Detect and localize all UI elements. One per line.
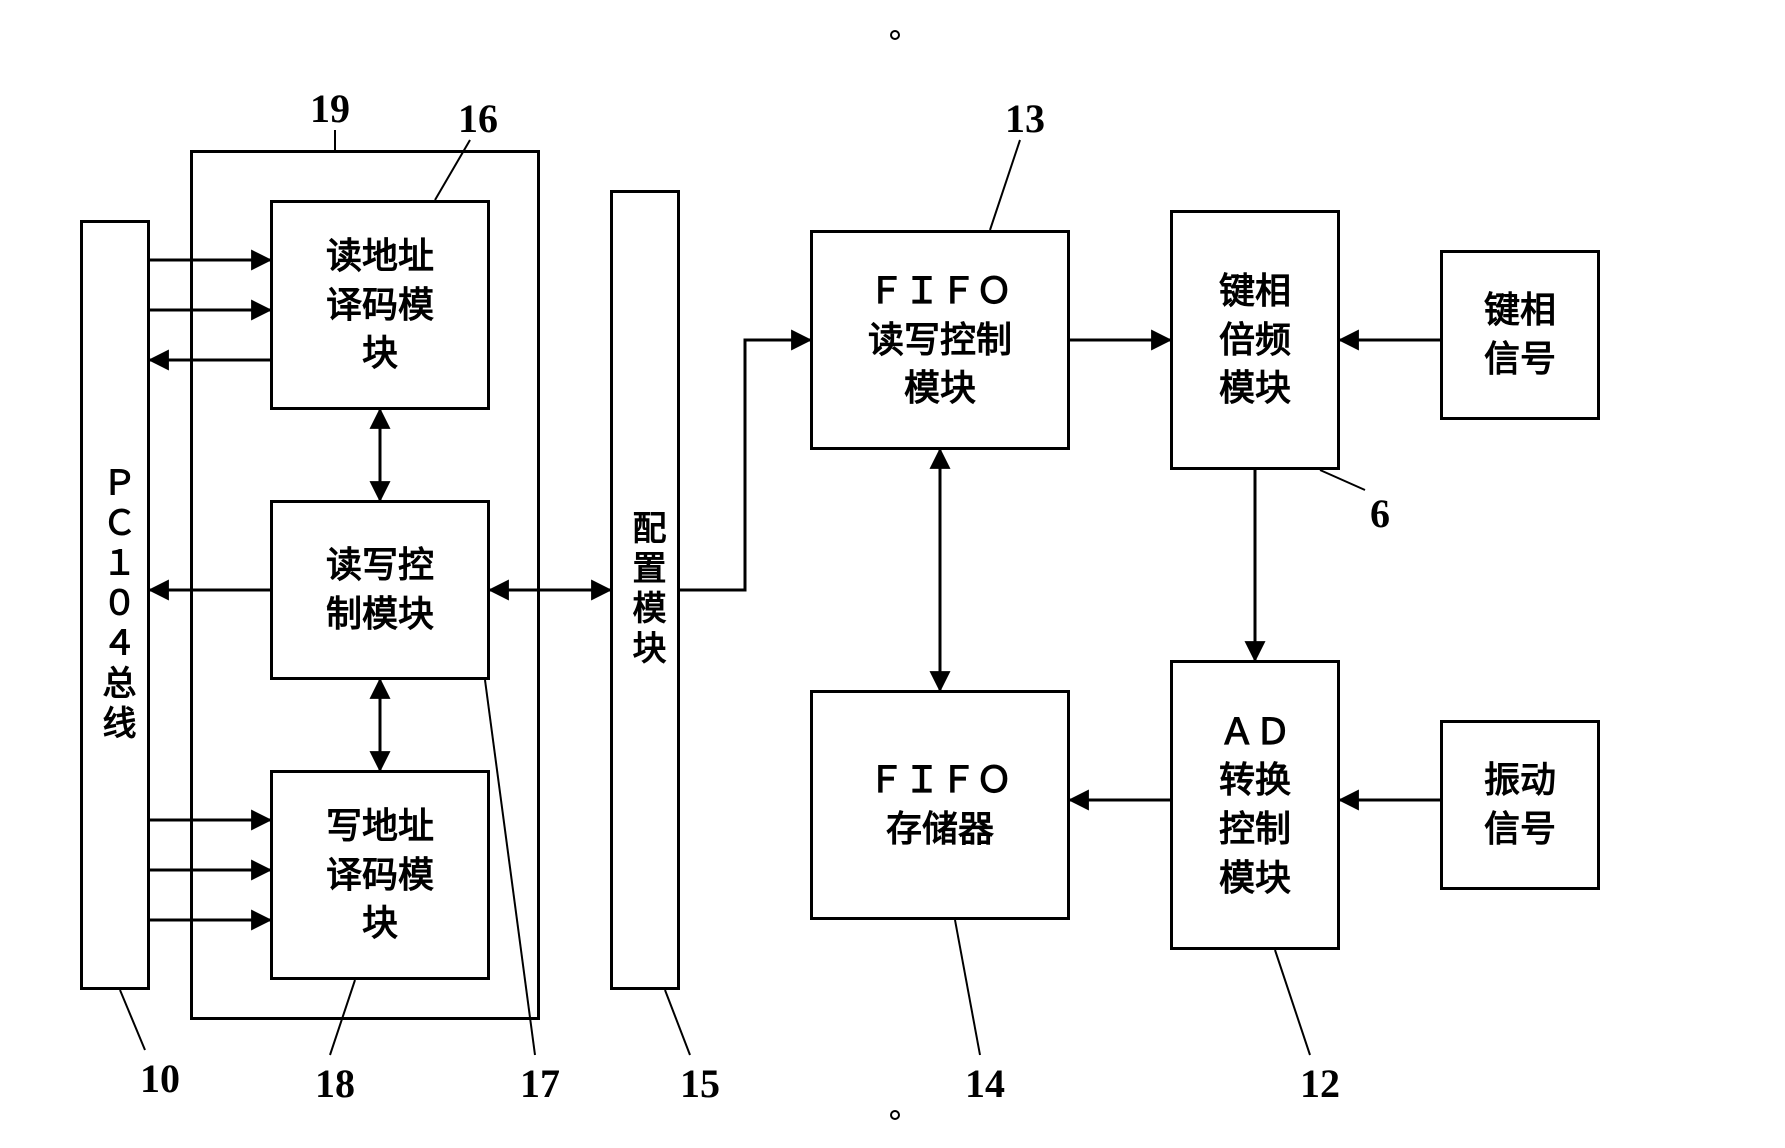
block-pc104-bus: ＰＣ１０４总线: [80, 220, 150, 990]
b-read-label: 读地址译码模块: [326, 232, 434, 378]
block-config-label: 配置模块: [622, 510, 668, 670]
b-keymult-label: 键相倍频模块: [1219, 267, 1291, 413]
label-17: 17: [520, 1060, 560, 1107]
block-key-phase-signal: 键相信号: [1440, 250, 1600, 420]
label-19: 19: [310, 85, 350, 132]
diagram-canvas: ＰＣ１０４总线 读地址译码模块 读写控制模块 写地址译码模块 配置模块 ＦＩＦＯ…: [0, 0, 1785, 1148]
block-fifo-memory: ＦＩＦＯ存储器: [810, 690, 1070, 920]
b-fiforw-label: ＦＩＦＯ读写控制模块: [868, 267, 1012, 413]
label-15: 15: [680, 1060, 720, 1107]
block-read-addr-decode: 读地址译码模块: [270, 200, 490, 410]
block-write-addr-decode: 写地址译码模块: [270, 770, 490, 980]
block-vibration-signal: 振动信号: [1440, 720, 1600, 890]
decorative-dot-top: [890, 30, 900, 40]
label-6: 6: [1370, 490, 1390, 537]
block-ad-conversion-control: ＡＤ转换控制模块: [1170, 660, 1340, 950]
b-vibsig-label: 振动信号: [1484, 756, 1556, 853]
label-18: 18: [315, 1060, 355, 1107]
block-config-module: 配置模块: [610, 190, 680, 990]
block-key-phase-multiplier: 键相倍频模块: [1170, 210, 1340, 470]
b-write-label: 写地址译码模块: [326, 802, 434, 948]
b-fifomem-label: ＦＩＦＯ存储器: [868, 756, 1012, 853]
label-12: 12: [1300, 1060, 1340, 1107]
b-adctrl-label: ＡＤ转换控制模块: [1219, 708, 1291, 902]
label-14: 14: [965, 1060, 1005, 1107]
label-16: 16: [458, 95, 498, 142]
decorative-dot-bottom: [890, 1110, 900, 1120]
b-rw-label: 读写控制模块: [326, 541, 434, 638]
block-pc104-label: ＰＣ１０４总线: [92, 465, 138, 745]
block-fifo-rw-control: ＦＩＦＯ读写控制模块: [810, 230, 1070, 450]
block-rw-control: 读写控制模块: [270, 500, 490, 680]
b-keysig-label: 键相信号: [1484, 286, 1556, 383]
label-13: 13: [1005, 95, 1045, 142]
label-10: 10: [140, 1055, 180, 1102]
